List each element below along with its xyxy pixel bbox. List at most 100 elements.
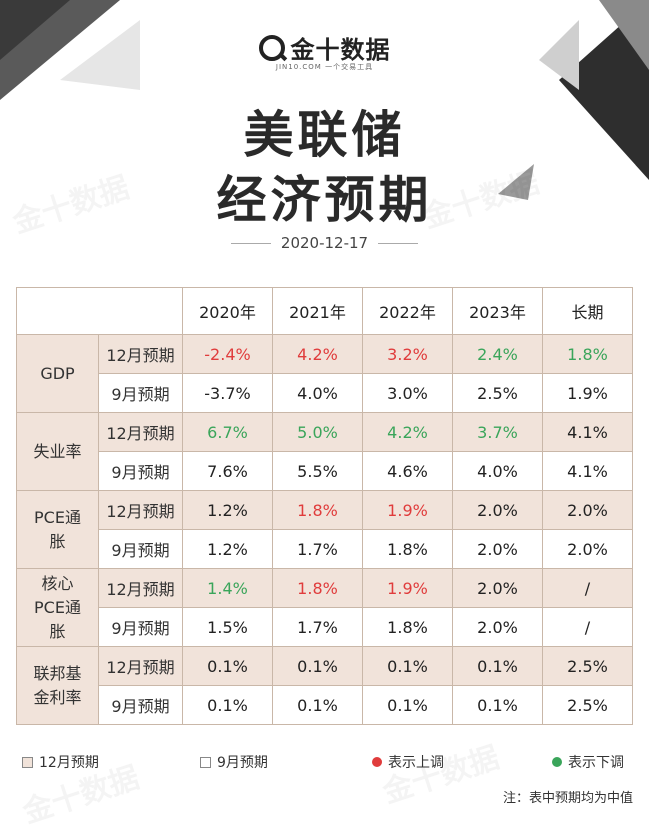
watermark: 金十数据 [376,733,504,812]
category-label: PCE通胀 [16,490,99,569]
value-cell: 5.5% [272,451,363,491]
row-label: 9月预期 [98,607,183,647]
table-row: 核心PCE通胀 12月预期 1.4% 1.8% 1.9% 2.0% / [16,568,633,647]
value-cell: 0.1% [272,646,363,686]
report-date: 2020-12-17 [280,234,369,252]
value-cell: 0.1% [362,685,453,725]
value-cell: 0.1% [452,685,543,725]
value-cell: 1.4% [182,568,273,608]
value-cell: 3.0% [362,373,453,413]
value-cell: / [542,568,633,608]
value-cell: 1.8% [272,568,363,608]
table-row: GDP 12月预期 -2.4% 4.2% 3.2% 2.4% 1.8% [16,334,633,413]
table-row: 9月预期 -3.7% 4.0% 3.0% 2.5% 1.9% [17,373,633,413]
value-cell: 1.9% [362,568,453,608]
value-cell: 1.8% [362,607,453,647]
value-cell: 4.2% [362,412,453,452]
value-cell: 4.1% [542,412,633,452]
page-title-line2: 经济预期 [216,170,433,229]
table-row: 9月预期 1.2% 1.7% 1.8% 2.0% 2.0% [17,529,633,569]
row-label: 12月预期 [98,568,183,608]
row-label: 9月预期 [98,685,183,725]
projections-table: 2020年 2021年 2022年 2023年 长期 GDP 12月预期 -2.4%… [16,287,633,725]
corner-decoration-right [539,0,649,180]
category-label: 失业率 [16,412,99,491]
value-cell: 2.0% [452,607,543,647]
corner-decoration-left [0,0,140,100]
value-cell: 5.0% [272,412,363,452]
value-cell: 1.2% [182,529,273,569]
value-cell: 1.5% [182,607,273,647]
legend-label: 表示上调 [388,755,444,771]
value-cell: 2.4% [452,334,543,374]
value-cell: 2.0% [452,490,543,530]
value-cell: 0.1% [272,685,363,725]
value-cell: 0.1% [362,646,453,686]
legend-label: 表示下调 [568,755,624,771]
value-cell: 2.5% [542,685,633,725]
value-cell: 4.6% [362,451,453,491]
legend-item-up: 表示上调 [372,752,444,772]
row-label: 9月预期 [98,451,183,491]
value-cell: 4.1% [542,451,633,491]
value-cell: 0.1% [182,685,273,725]
category-label: 核心PCE通胀 [16,568,99,647]
header-row: 2020年 2021年 2022年 2023年 长期 [16,287,633,335]
divider [378,243,419,244]
triangle-decoration-small [498,164,534,200]
page-title-line1: 美联储 [243,105,406,164]
column-header: 长期 [542,287,633,335]
footnote: 注：表中预期均为中值 [502,791,633,806]
value-cell: 7.6% [182,451,273,491]
value-cell: 1.8% [272,490,363,530]
value-cell: 4.0% [452,451,543,491]
table-row: PCE通胀 12月预期 1.2% 1.8% 1.9% 2.0% 2.0% [16,490,633,569]
value-cell: 4.2% [272,334,363,374]
value-cell: 1.7% [272,607,363,647]
square-swatch-icon [22,756,33,768]
legend-item-down: 表示下调 [552,752,624,772]
category-label: 联邦基金利率 [16,646,99,725]
legend-label: 12月预期 [39,755,99,771]
value-cell: 1.8% [362,529,453,569]
legend: 12月预期 9月预期 表示上调 表示下调 [0,752,649,772]
row-label: 12月预期 [98,490,183,530]
brand-logo: 金十数据 [0,30,649,65]
brand-name: 金十数据 [290,36,391,64]
table-row: 9月预期 1.5% 1.7% 1.8% 2.0% / [17,607,633,647]
table-row: 9月预期 7.6% 5.5% 4.6% 4.0% 4.1% [17,451,633,491]
brand-subtitle: JIN10.COM 一个交易工具 [275,63,374,71]
value-cell: -2.4% [182,334,273,374]
date-row: 2020-12-17 [0,234,649,252]
header: 金十数据 JIN10.COM 一个交易工具 美联储 经济预期 2020-12-1… [0,0,649,275]
value-cell: 2.0% [452,568,543,608]
column-header: 2021年 [272,287,363,335]
value-cell: 1.9% [542,373,633,413]
row-label: 12月预期 [98,646,183,686]
value-cell: 3.2% [362,334,453,374]
corner-cell [16,287,183,335]
value-cell: 2.0% [542,490,633,530]
green-dot-icon [552,757,562,767]
value-cell: 3.7% [452,412,543,452]
row-label: 9月预期 [98,373,183,413]
value-cell: 1.7% [272,529,363,569]
column-header: 2023年 [452,287,543,335]
value-cell: 6.7% [182,412,273,452]
square-swatch-icon [200,756,211,768]
value-cell: 1.2% [182,490,273,530]
row-label: 12月预期 [98,334,183,374]
column-header: 2020年 [182,287,273,335]
value-cell: 2.0% [542,529,633,569]
category-label: GDP [16,334,99,413]
row-label: 12月预期 [98,412,183,452]
magnifier-logo-icon [258,34,285,61]
value-cell: 2.5% [452,373,543,413]
value-cell: 4.0% [272,373,363,413]
value-cell: / [542,607,633,647]
table-row: 9月预期 0.1% 0.1% 0.1% 0.1% 2.5% [17,685,633,725]
table-row: 失业率 12月预期 6.7% 5.0% 4.2% 3.7% 4.1% [16,412,633,491]
legend-item-dec: 12月预期 [22,752,99,772]
value-cell: 0.1% [182,646,273,686]
value-cell: 2.5% [542,646,633,686]
